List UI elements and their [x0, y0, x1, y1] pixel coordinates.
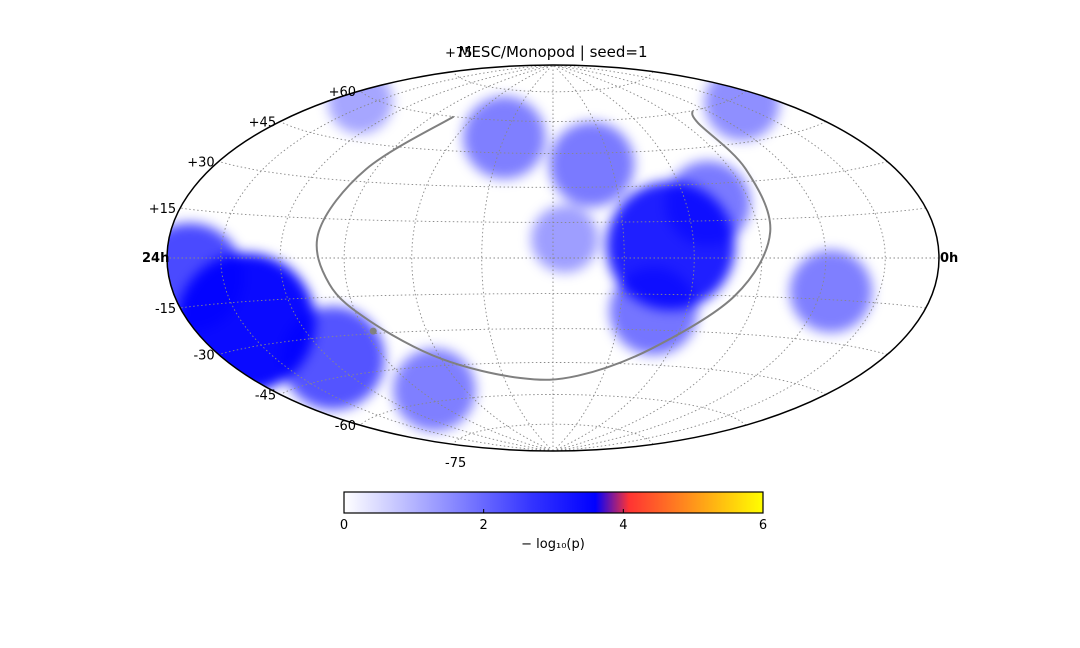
parallel-30 [218, 161, 888, 188]
colorbar: 0 2 4 6 − log₁₀(p) [340, 491, 767, 552]
parallel-45 [279, 121, 827, 154]
hotspot-1 [167, 223, 244, 332]
hotspot-8 [549, 121, 635, 207]
parallel--30 [218, 328, 888, 355]
hotspot-9 [463, 96, 546, 179]
hotspot-2 [281, 306, 385, 410]
dec-label-m75: -75 [445, 456, 466, 471]
hotspot-12 [327, 69, 393, 134]
dec-labels: +75 +60 +45 +30 +15 -15 -30 -45 -60 -75 [149, 46, 473, 471]
colorbar-tick-label: 2 [480, 518, 488, 533]
dec-label-p60: +60 [329, 85, 356, 100]
galactic-plane [315, 110, 772, 381]
parallel-75 [452, 71, 654, 93]
graticule [167, 65, 939, 451]
meridian-60 [411, 65, 554, 451]
dec-label-m45: -45 [255, 389, 276, 404]
colorbar-tick-label: 6 [759, 518, 767, 533]
dec-label-p45: +45 [249, 116, 276, 131]
dec-label-m60: -60 [335, 419, 356, 434]
colorbar-tick-label: 4 [619, 518, 627, 533]
meridian-30 [481, 65, 554, 451]
colorbar-ticks: 0 2 4 6 [340, 509, 767, 533]
dec-label-m30: -30 [193, 349, 214, 364]
meridian-120 [279, 65, 554, 451]
hotspot-11 [704, 65, 780, 141]
dec-label-m15: -15 [155, 302, 176, 317]
ra-label-left: 24h [142, 251, 169, 266]
colorbar-label: − log₁₀(p) [521, 537, 585, 552]
parallel--75 [452, 423, 654, 445]
meridian--60 [552, 65, 695, 451]
dec-label-p15: +15 [149, 202, 176, 217]
hotspot-5 [665, 160, 751, 247]
colorbar-tick-label: 0 [340, 518, 348, 533]
dec-label-p30: +30 [187, 156, 214, 171]
hotspot-3 [393, 348, 476, 432]
meridian--30 [552, 65, 625, 451]
colorbar-gradient [343, 491, 764, 514]
sky-boundary [166, 64, 940, 452]
hotspot-10 [531, 205, 599, 273]
ra-label-right: 0h [940, 251, 958, 266]
hotspot-6 [609, 267, 698, 355]
chart-title: MESC/Monopod | seed=1 [459, 43, 648, 61]
sky-map [166, 64, 940, 452]
hotspot-7 [789, 249, 873, 333]
galactic-plane-line [315, 110, 772, 381]
dec-label-p75: +75 [445, 46, 472, 61]
galactic-center-marker [369, 327, 377, 335]
